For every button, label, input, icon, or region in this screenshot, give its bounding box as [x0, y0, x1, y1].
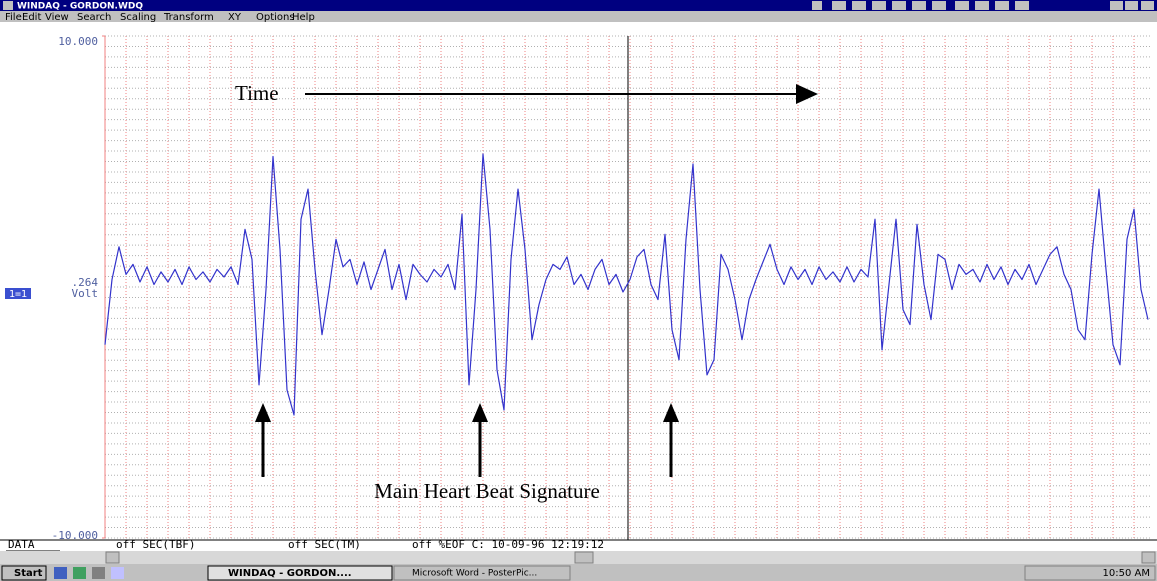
status-text: off %EOF C: 10-09-96 12:19:12	[412, 538, 604, 551]
menu-item[interactable]: Search	[77, 12, 111, 23]
taskbar	[0, 564, 1157, 581]
channel-unit: Volt	[72, 287, 99, 300]
app-icon	[3, 1, 13, 10]
status-text: DATA	[8, 538, 35, 551]
channel-id: 1=1	[9, 289, 27, 300]
menu-item[interactable]: File	[5, 12, 22, 23]
time-label: Time	[235, 81, 279, 105]
minimize-button[interactable]	[1110, 1, 1123, 10]
toolbar-icons	[812, 1, 1029, 10]
scroll-right[interactable]	[1142, 552, 1155, 563]
menu-item[interactable]: Transform	[163, 12, 214, 23]
close-button[interactable]	[1141, 1, 1154, 10]
menu-item[interactable]: Options	[256, 12, 295, 23]
status-text: off SEC(TM)	[288, 538, 361, 551]
menu-item[interactable]: Scaling	[120, 12, 156, 23]
task-label: Microsoft Word - PosterPic...	[412, 569, 537, 579]
menu-item[interactable]: View	[45, 12, 69, 23]
menu-item[interactable]: Help	[292, 12, 315, 23]
menu-item[interactable]: XY	[228, 12, 242, 23]
screen: WINDAQ - GORDON.WDQ FileEdit View Search Sc…	[0, 0, 1157, 581]
menu-item[interactable]: Edit	[22, 12, 41, 23]
signature-label: Main Heart Beat Signature	[374, 479, 600, 503]
scroll-thumb[interactable]	[575, 552, 593, 563]
maximize-button[interactable]	[1125, 1, 1138, 10]
start-label: Start	[14, 568, 43, 579]
scroll-left[interactable]	[106, 552, 119, 563]
y-tick-label: 10.000	[58, 35, 98, 48]
status-text: off SEC(TBF)	[116, 538, 195, 551]
window-title: WINDAQ - GORDON.WDQ	[17, 2, 143, 12]
page: { "window": {"title": "WINDAQ - GORDON.W…	[0, 0, 1157, 581]
clock: 10:50 AM	[1103, 568, 1150, 579]
plot-area	[0, 22, 1157, 540]
task-label: WINDAQ - GORDON....	[228, 568, 352, 579]
